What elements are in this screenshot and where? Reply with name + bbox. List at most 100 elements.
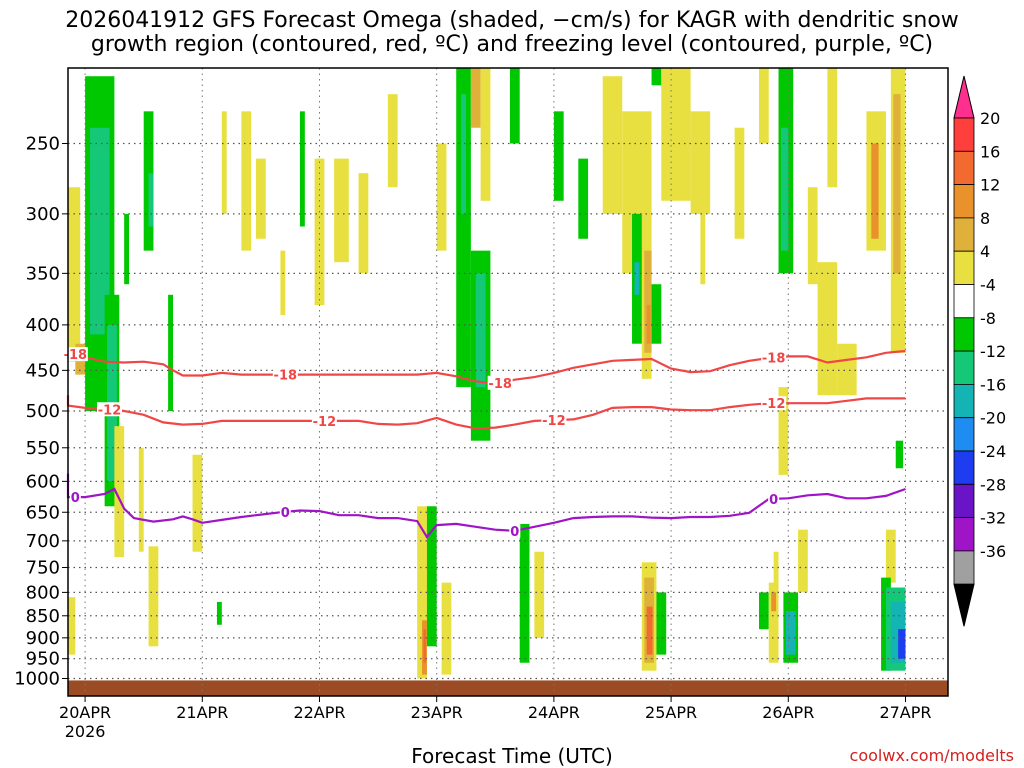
omega-cell-77 [827,68,838,188]
omega-cell-73 [785,611,796,655]
contour-label-bg-0-2 [509,523,521,538]
contour-label-0-2: 0 [510,525,519,540]
omega-cell-42 [509,68,520,144]
y-tick-label-650: 650 [26,502,60,523]
colorbar-segment-3 [953,184,975,219]
omega-cell-78 [837,343,857,396]
credit-text: coolwx.com/modelts [849,746,1014,765]
omega-cell-7 [89,127,110,335]
colorbar-arrow-bottom [953,583,975,627]
contour-label-bg-0-3 [768,491,780,506]
omega-cell-18 [168,294,173,411]
contour-label-m12-3: -12 [762,397,786,412]
contour-line-0 [66,473,906,539]
contour-label-0-3: 0 [769,493,778,508]
omega-cell-69 [773,551,779,602]
colorbar-label-m12: -12 [980,342,1006,361]
y-tick-label-350: 350 [26,263,60,284]
omega-cell-10 [114,426,125,558]
colorbar-label-20: 20 [980,109,1000,128]
y-tick-label-500: 500 [26,401,60,422]
chart-title-line-2: growth region (contoured, red, ºC) and f… [90,32,934,57]
omega-cell-24 [280,250,286,316]
omega-cell-32 [423,629,426,663]
omega-cell-47 [602,76,623,214]
omega-cell-4 [68,187,81,362]
omega-cell-46 [578,158,589,239]
omega-cell-19 [192,454,203,552]
colorbar-segment-12 [953,483,975,518]
omega-cell-59 [656,592,667,655]
omega-cell-83 [895,440,904,469]
colorbar-segment-13 [953,517,975,552]
omega-cell-62 [700,213,706,285]
colorbar-label-m32: -32 [980,509,1006,528]
plot-frame [67,67,949,697]
omega-cell-67 [780,127,789,251]
x-tick-label-23apr: 23APR [411,703,463,722]
y-tick-label-750: 750 [26,557,60,578]
omega-cell-71 [771,592,777,612]
x-tick-label-21apr: 21APR [176,703,228,722]
contour-label-0-1: 0 [281,506,290,521]
colorbar-label-4: 4 [980,242,990,261]
omega-cell-61 [690,111,711,214]
omega-cell-70 [768,582,779,663]
y-tick-label-700: 700 [26,531,60,552]
colorbar-label-16: 16 [980,142,1000,161]
omega-cell-17 [148,546,159,647]
omega-cell-36 [456,68,471,388]
y-tick-label-450: 450 [26,360,60,381]
colorbar-label-m28: -28 [980,475,1006,494]
omega-cell-14 [138,447,144,552]
contour-label-m12-1: -12 [313,415,337,430]
y-tick-label-400: 400 [26,315,60,336]
contour-label-m12-2: -12 [542,414,566,429]
omega-cell-35 [441,582,452,675]
colorbar-segment-4 [953,217,975,252]
colorbar-label-m36: -36 [980,542,1006,561]
contour-label-m18-0: -18 [64,348,88,363]
omega-cell-13 [148,173,154,227]
contour-label-bg-0-0 [69,490,81,505]
contour-label-bg-m12-1 [311,413,337,428]
x-tick-label-25apr: 25APR [645,703,697,722]
omega-cell-55 [651,68,662,86]
colorbar-label-m24: -24 [980,442,1006,461]
omega-cell-20 [221,111,227,214]
x-axis-title: Forecast Time (UTC) [411,744,613,768]
contour-label-m18-3: -18 [762,352,786,367]
y-tick-label-550: 550 [26,438,60,459]
omega-cell-64 [758,68,769,144]
omega-cell-44 [534,551,545,638]
colorbar-label-12: 12 [980,176,1000,195]
omega-cell-50 [644,250,652,353]
omega-cell-30 [417,506,427,679]
omega-cell-34 [436,143,447,251]
contour-label-bg-0-1 [279,504,291,519]
colorbar-segment-14 [953,550,975,585]
colorbar-label-m4: -4 [980,276,996,295]
colorbar-label-8: 8 [980,209,990,228]
colorbar-segment-11 [953,450,975,485]
colorbar-segment-1 [953,117,975,152]
x-tick-label-26apr: 26APR [762,703,814,722]
colorbar-label-m20: -20 [980,409,1006,428]
omega-cell-84 [885,529,896,583]
omega-cell-74 [798,529,808,593]
omega-cell-27 [334,158,349,263]
colorbar-segment-5 [953,250,975,285]
x-tick-label-22apr: 22APR [293,703,345,722]
omega-cell-26 [314,158,325,306]
colorbar-label-m8: -8 [980,309,996,328]
y-tick-label-250: 250 [26,134,60,155]
omega-cell-21 [216,601,222,625]
contour-layer: -18 -18 -18 -18 -12 -12 -12 -12 0 0 0 0 [62,347,906,540]
omega-cell-33 [426,506,437,647]
omega-cell-43 [519,523,530,663]
y-tick-label-900: 900 [26,628,60,649]
omega-cell-76 [817,262,838,396]
x-tick-label-24apr: 24APR [528,703,580,722]
contour-label-bg-m18-0 [62,347,88,362]
